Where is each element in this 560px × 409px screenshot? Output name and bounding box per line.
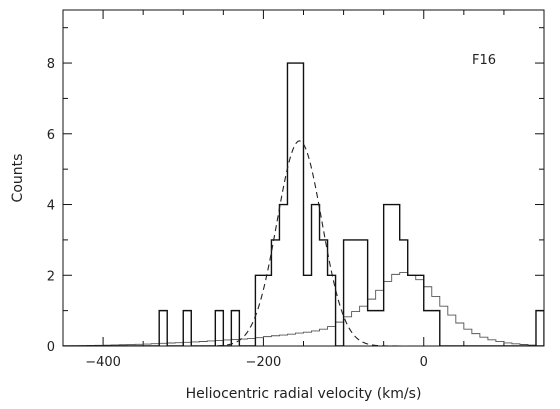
x-tick-label: −200 xyxy=(246,355,282,370)
observed-histogram-line xyxy=(63,62,544,346)
x-tick-label: 0 xyxy=(420,355,428,370)
y-tick-label: 0 xyxy=(47,340,55,355)
y-axis-label: Counts xyxy=(10,154,26,203)
y-tick-label: 2 xyxy=(47,269,55,284)
y-tick-label: 4 xyxy=(47,199,55,214)
gaussian-fit-line xyxy=(187,140,412,346)
x-axis: −400 −200 0 xyxy=(62,10,545,370)
y-tick-label: 6 xyxy=(47,128,55,143)
x-axis-label: Heliocentric radial velocity (km/s) xyxy=(186,386,422,402)
x-tick-label: −400 xyxy=(85,355,121,370)
plot-area xyxy=(63,62,544,346)
y-axis: 0 2 4 6 8 xyxy=(47,27,544,355)
model-histogram-line xyxy=(63,272,544,346)
field-annotation: F16 xyxy=(472,53,496,68)
y-tick-label: 8 xyxy=(47,57,55,72)
